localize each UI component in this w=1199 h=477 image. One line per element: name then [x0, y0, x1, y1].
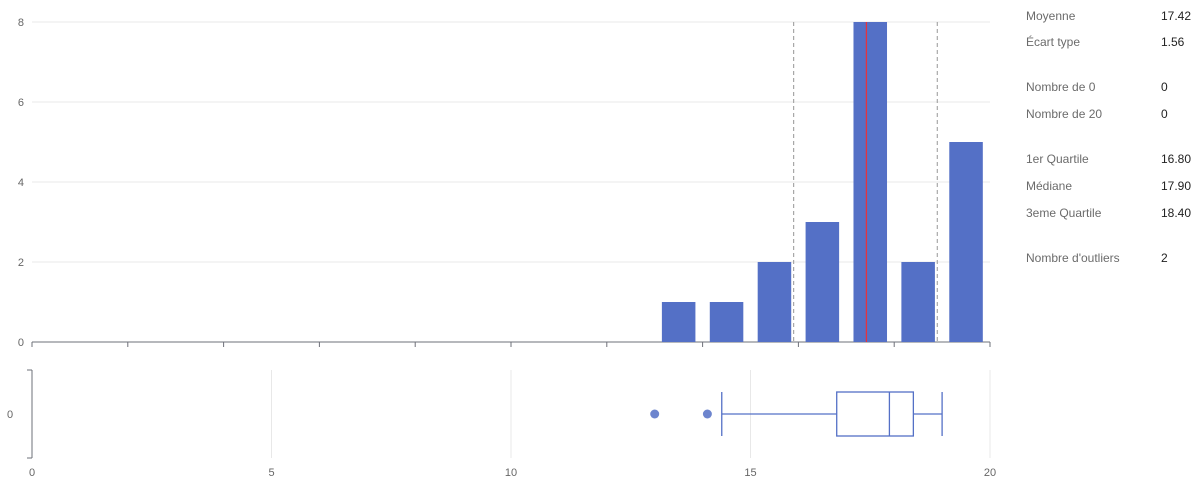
- stat-value: 17.90: [1161, 179, 1192, 193]
- stat-value: 2: [1161, 251, 1168, 265]
- stat-row-ecart-type: Écart type 1.56: [1026, 33, 1199, 51]
- stat-value: 18.40: [1161, 206, 1192, 220]
- stat-label: Moyenne: [1026, 9, 1076, 23]
- histogram-bar: [709, 302, 744, 342]
- stat-label: Nombre de 20: [1026, 107, 1103, 121]
- stat-row-mediane: Médiane 17.90: [1026, 177, 1199, 195]
- boxplot-outlier-point: [702, 409, 712, 419]
- boxplot-box: [836, 391, 915, 437]
- histogram-chart: 0 2 4 6 8: [18, 17, 991, 349]
- stat-value: 0: [1161, 80, 1168, 94]
- histogram-bar: [901, 262, 935, 342]
- histogram-bar: [805, 222, 840, 342]
- stat-label: Nombre d'outliers: [1026, 251, 1120, 265]
- stat-label: Écart type: [1026, 35, 1081, 49]
- boxplot-outlier-point: [650, 409, 660, 419]
- boxplot-x-tick-label: 20: [984, 467, 996, 477]
- stat-value: 17.42: [1161, 9, 1192, 23]
- histogram-bar: [661, 302, 696, 342]
- boxplot-x-tick-label: 5: [268, 467, 274, 477]
- stat-value: 1.56: [1161, 35, 1185, 49]
- histogram-y-tick-label: 6: [18, 97, 24, 109]
- stat-value: 16.80: [1161, 152, 1192, 166]
- histogram-y-tick-label: 4: [18, 177, 24, 189]
- stat-value: 0: [1161, 107, 1168, 121]
- stat-label: Nombre de 0: [1026, 80, 1096, 94]
- stat-label: Médiane: [1026, 179, 1073, 193]
- stat-row-1er-quartile: 1er Quartile 16.80: [1026, 150, 1199, 168]
- charts: 0 2 4 6 8 0 5 10 15 20 0: [7, 17, 996, 477]
- histogram-y-tick-label: 2: [18, 257, 24, 269]
- histogram-y-tick-label: 0: [18, 337, 24, 349]
- stat-row-moyenne: Moyenne 17.42: [1026, 7, 1199, 25]
- stat-row-nombre-de-0: Nombre de 0 0: [1026, 78, 1199, 96]
- boxplot-chart: 0 5 10 15 20 0: [7, 369, 996, 477]
- stat-row-nombre-d-outliers: Nombre d'outliers 2: [1026, 249, 1199, 267]
- stat-row-3eme-quartile: 3eme Quartile 18.40: [1026, 204, 1199, 222]
- histogram-bar: [853, 22, 888, 342]
- stat-label: 3eme Quartile: [1026, 206, 1102, 220]
- stat-label: 1er Quartile: [1026, 152, 1089, 166]
- boxplot-x-tick-label: 10: [505, 467, 517, 477]
- histogram-bar: [949, 142, 983, 342]
- boxplot-x-tick-label: 15: [744, 467, 756, 477]
- histogram-bar: [757, 262, 792, 342]
- boxplot-category-label: 0: [7, 409, 13, 421]
- boxplot-x-tick-label: 0: [29, 467, 35, 477]
- histogram-y-tick-label: 8: [18, 17, 24, 29]
- stat-row-nombre-de-20: Nombre de 20 0: [1026, 105, 1199, 123]
